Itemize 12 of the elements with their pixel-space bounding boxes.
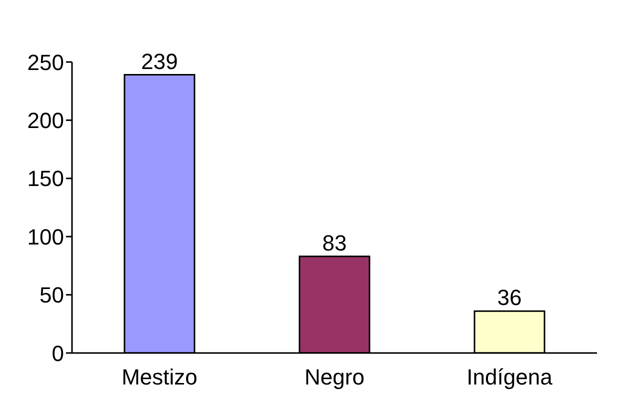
y-tick-label: 0 [52, 340, 64, 366]
data-label: 83 [322, 230, 347, 256]
y-tick-label: 100 [27, 224, 64, 250]
x-tick-label: Mestizo [122, 364, 198, 390]
data-label: 239 [141, 48, 178, 74]
x-tick-label: Negro [304, 364, 364, 390]
x-tick-label: Indígena [466, 364, 554, 390]
y-tick-label: 200 [27, 108, 64, 134]
y-tick-label: 50 [40, 282, 64, 308]
y-tick-label: 250 [27, 50, 64, 75]
data-label: 36 [497, 285, 522, 310]
y-tick-label: 150 [27, 166, 64, 192]
